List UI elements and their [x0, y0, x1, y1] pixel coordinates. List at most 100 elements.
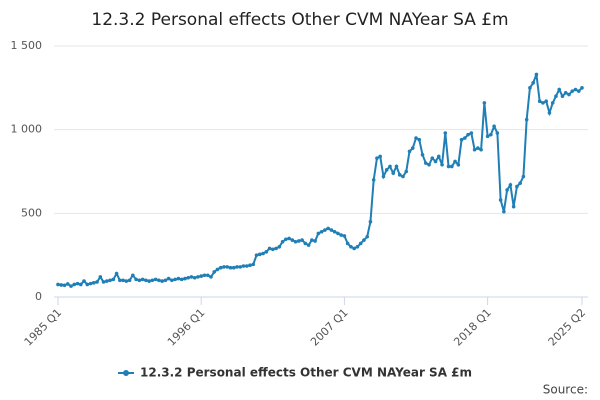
x-tick-label: 2007 Q1	[308, 306, 351, 349]
data-point	[495, 131, 500, 135]
data-point	[222, 265, 226, 269]
data-point	[114, 271, 119, 276]
data-point	[316, 231, 321, 236]
data-point	[303, 241, 308, 246]
data-point	[570, 89, 575, 93]
data-point	[391, 171, 396, 175]
data-point	[469, 131, 474, 135]
data-point	[196, 275, 200, 279]
data-point	[131, 273, 135, 278]
data-point	[293, 239, 298, 244]
data-point	[212, 270, 217, 274]
data-point	[381, 174, 386, 179]
data-point	[332, 229, 337, 234]
x-tick-label: 1996 Q1	[165, 306, 208, 349]
data-point	[189, 275, 194, 279]
data-point	[75, 281, 80, 286]
data-point	[163, 278, 168, 283]
data-point	[111, 277, 116, 282]
data-point	[231, 265, 236, 270]
data-point	[482, 101, 487, 105]
data-point	[218, 265, 223, 270]
data-point	[313, 239, 317, 243]
data-point	[453, 159, 457, 164]
legend-label: 12.3.2 Personal effects Other CVM NAYear…	[140, 366, 472, 380]
data-point	[150, 278, 155, 283]
data-point	[319, 229, 324, 234]
data-point	[401, 174, 405, 179]
data-point	[531, 81, 535, 85]
data-point	[157, 278, 161, 283]
data-point	[433, 159, 438, 164]
data-point	[518, 181, 522, 186]
data-point	[306, 243, 311, 247]
y-tick-label: 0	[35, 290, 42, 303]
data-point	[440, 163, 444, 167]
data-point	[358, 241, 363, 246]
data-point	[550, 101, 555, 105]
data-point	[414, 136, 418, 140]
data-point	[466, 132, 470, 137]
data-point	[254, 253, 259, 257]
chart-title: 12.3.2 Personal effects Other CVM NAYear…	[91, 10, 508, 30]
data-point	[573, 87, 578, 92]
data-point	[202, 273, 207, 278]
data-point	[394, 164, 399, 169]
data-point	[554, 94, 558, 98]
data-point	[241, 264, 246, 268]
data-point	[563, 91, 568, 95]
data-point	[446, 164, 451, 169]
data-point	[284, 237, 288, 242]
data-point	[153, 277, 158, 282]
data-point	[417, 137, 422, 142]
data-point	[323, 228, 327, 232]
data-point	[105, 279, 109, 283]
data-point	[560, 94, 565, 98]
data-point	[271, 247, 275, 252]
data-point	[244, 264, 249, 268]
data-line	[57, 74, 583, 288]
data-point	[365, 234, 369, 239]
data-point	[407, 149, 412, 154]
data-point	[576, 89, 581, 93]
data-point	[485, 134, 490, 139]
data-point	[277, 245, 282, 249]
y-tick-label: 1 000	[11, 123, 43, 136]
data-point	[511, 204, 516, 209]
data-point	[215, 267, 220, 272]
data-point	[199, 274, 204, 278]
data-point	[476, 146, 480, 150]
data-point	[310, 238, 314, 242]
data-point	[297, 239, 301, 243]
data-point	[166, 276, 171, 281]
data-point	[537, 99, 542, 104]
data-point	[362, 238, 366, 242]
data-point	[388, 164, 392, 169]
data-point	[420, 152, 425, 157]
data-point	[183, 276, 187, 281]
x-tick-label: 1985 Q1	[22, 306, 65, 349]
data-point	[144, 278, 148, 283]
data-point	[355, 245, 360, 249]
data-point	[228, 265, 233, 270]
data-point	[225, 265, 230, 269]
data-point	[430, 156, 435, 160]
data-point	[147, 279, 151, 283]
data-point	[547, 111, 552, 115]
data-point	[502, 209, 506, 214]
data-point	[498, 198, 503, 202]
data-point	[78, 282, 83, 287]
data-point	[160, 279, 164, 283]
data-point	[459, 137, 464, 142]
data-point	[580, 86, 584, 90]
data-point	[463, 136, 467, 140]
data-point	[92, 280, 96, 285]
data-point	[261, 251, 265, 256]
data-point	[238, 265, 243, 269]
data-point	[456, 163, 461, 167]
data-point	[108, 278, 112, 283]
data-point	[173, 277, 177, 282]
data-point	[251, 262, 256, 267]
data-point	[515, 184, 519, 189]
data-point	[521, 174, 526, 179]
